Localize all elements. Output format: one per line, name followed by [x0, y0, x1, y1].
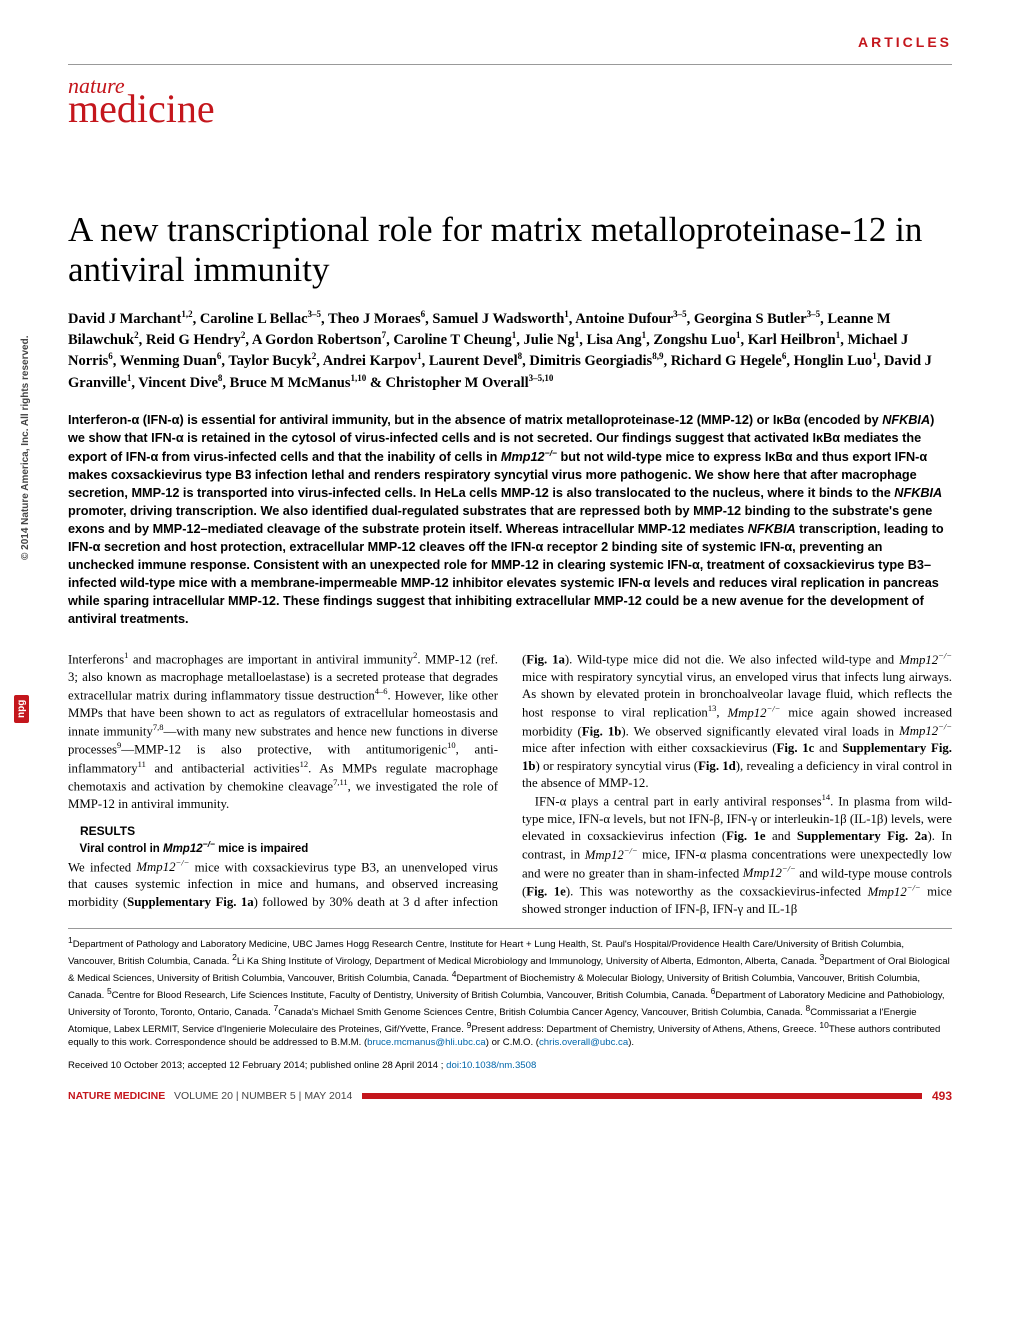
footer-bar	[362, 1093, 922, 1099]
copyright-side: © 2014 Nature America, Inc. All rights r…	[20, 335, 31, 560]
footer-volume: VOLUME 20 | NUMBER 5 | MAY 2014	[174, 1090, 352, 1102]
footer-journal: NATURE MEDICINE	[68, 1090, 165, 1102]
page-number: 493	[932, 1089, 952, 1103]
logo-bottom: medicine	[68, 92, 952, 126]
body-columns: Interferons1 and macrophages are importa…	[68, 650, 952, 918]
intro-para: Interferons1 and macrophages are importa…	[68, 650, 498, 813]
header-rule	[68, 64, 952, 65]
results-para-2: IFN-α plays a central part in early anti…	[522, 792, 952, 918]
abstract: Interferon-α (IFN-α) is essential for an…	[68, 411, 952, 629]
footer-issue: NATURE MEDICINE VOLUME 20 | NUMBER 5 | M…	[68, 1090, 352, 1102]
article-title: A new transcriptional role for matrix me…	[68, 210, 952, 291]
received-line: Received 10 October 2013; accepted 12 Fe…	[68, 1060, 952, 1071]
author-list: David J Marchant1,2, Caroline L Bellac3–…	[68, 308, 952, 393]
subsection-heading: Viral control in Mmp12−/− mice is impair…	[68, 839, 498, 857]
page-footer: NATURE MEDICINE VOLUME 20 | NUMBER 5 | M…	[68, 1089, 952, 1103]
section-label: ARTICLES	[68, 34, 952, 50]
npg-badge: npg	[14, 720, 42, 738]
results-heading: RESULTS	[68, 823, 498, 839]
npg-text: npg	[14, 695, 29, 723]
journal-logo: nature medicine	[68, 77, 952, 126]
affiliations: 1Department of Pathology and Laboratory …	[68, 928, 952, 1049]
